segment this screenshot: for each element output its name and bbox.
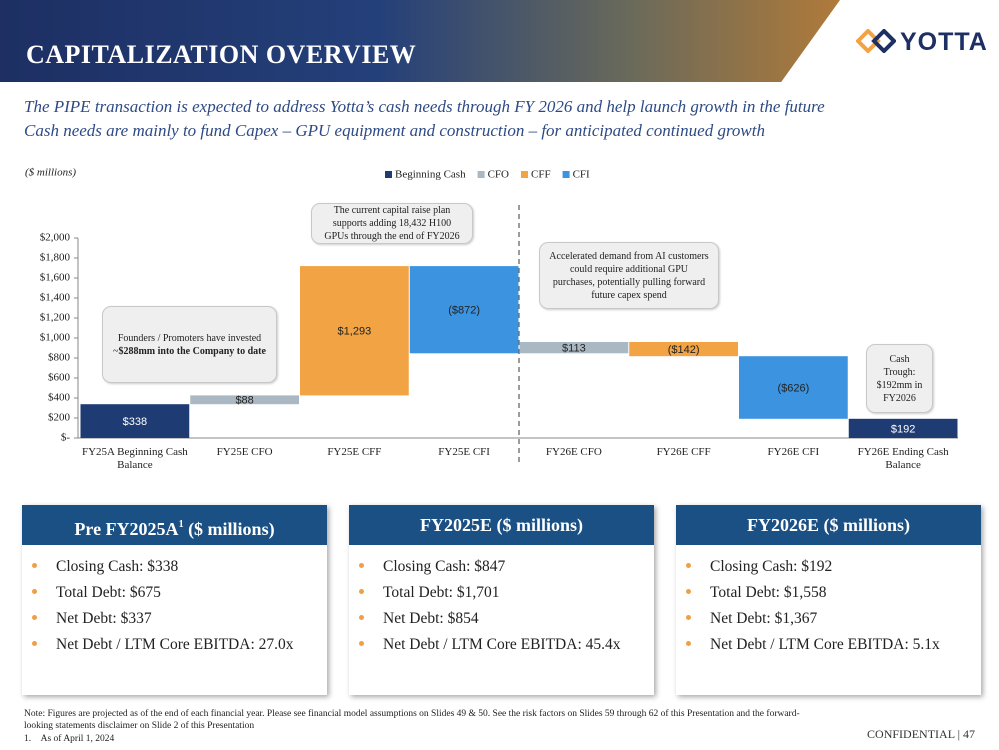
logo: YOTTA xyxy=(855,28,988,57)
x-tick-label: FY25A Beginning Cash Balance xyxy=(82,446,188,471)
data-label: $1,293 xyxy=(338,326,372,338)
subtitle: Cash needs are mainly to fund Capex – GP… xyxy=(24,121,765,140)
slide-title: CAPITALIZATION OVERVIEW xyxy=(26,40,417,69)
bar xyxy=(300,266,409,396)
summary-title-text: FY2025E ($ millions) xyxy=(419,515,583,535)
x-tick-label: FY26E CFF xyxy=(656,446,711,458)
y-tick-label: $1,200 xyxy=(40,312,71,324)
bar xyxy=(409,266,519,354)
footnote-text: As of April 1, 2024 xyxy=(40,734,115,744)
y-tick-label: $800 xyxy=(48,352,71,364)
annotation: Founders / Promoters have invested ~$288… xyxy=(102,306,277,383)
y-tick-label: $200 xyxy=(48,412,71,424)
y-tick-label: $2,000 xyxy=(40,232,71,244)
x-tick-label: FY26E Ending Cash Balance xyxy=(857,446,949,471)
y-tick-label: $1,400 xyxy=(40,292,71,304)
summary-title: FY2025E ($ millions) xyxy=(349,505,654,545)
annotation-text: Cash Trough: $192mm in FY2026 xyxy=(875,353,924,405)
footnote-text: Note: Figures are projected as of the en… xyxy=(24,709,800,731)
x-tick-label: FY25E CFI xyxy=(438,446,490,458)
summary-box: Pre FY2025A1 ($ millions) Closing Cash: $… xyxy=(22,505,327,695)
legend-swatch xyxy=(477,171,485,178)
logo-mark xyxy=(855,28,897,54)
legend-swatch xyxy=(385,171,392,178)
annotation-text: Founders / Promoters have invested ~ xyxy=(113,332,262,357)
bullet: Total Debt: $675 xyxy=(32,583,327,602)
bullet-list: Closing Cash: $338 Total Debt: $675 Net De… xyxy=(22,557,327,654)
footnote: 1. As of April 1, 2024 xyxy=(24,734,114,744)
footnote-number: 1. xyxy=(24,734,32,744)
bullet-list: Closing Cash: $192 Total Debt: $1,558 Net … xyxy=(676,557,981,654)
legend-label: CFO xyxy=(488,169,509,181)
summary-title: FY2026E ($ millions) xyxy=(676,505,981,545)
x-tick-label: FY26E CFI xyxy=(767,446,820,458)
annotation: Accelerated demand from AI customers cou… xyxy=(539,242,719,309)
data-label: $338 xyxy=(123,416,147,428)
bullet: Closing Cash: $847 xyxy=(359,557,654,576)
legend-label: CFI xyxy=(573,169,590,181)
x-tick-label: FY25E CFF xyxy=(327,446,382,458)
y-tick-label: $1,600 xyxy=(40,272,71,284)
bullet: Closing Cash: $192 xyxy=(686,557,981,576)
annotation-text: Accelerated demand from AI customers cou… xyxy=(548,250,710,302)
annotation-bold: $288mm into the Company to date xyxy=(118,345,266,357)
bar xyxy=(848,418,958,438)
y-tick-label: $1,800 xyxy=(40,252,71,264)
bullet: Net Debt / LTM Core EBITDA: 27.0x xyxy=(32,635,327,654)
y-tick-label: $400 xyxy=(48,392,71,404)
bullet: Total Debt: $1,558 xyxy=(686,583,981,602)
logo-text: YOTTA xyxy=(900,28,988,56)
footnote-ref: 1 xyxy=(178,519,184,530)
annotation-text: Accelerated demand from AI customers cou… xyxy=(549,250,709,301)
summary-title-text: Pre FY2025A xyxy=(74,519,179,539)
data-label: $88 xyxy=(235,395,253,407)
bullet: Total Debt: $1,701 xyxy=(359,583,654,602)
y-tick-label: $- xyxy=(61,432,71,444)
bar xyxy=(629,342,738,357)
bullet: Net Debt / LTM Core EBITDA: 45.4x xyxy=(359,635,654,654)
summary-title-text: FY2026E ($ millions) xyxy=(746,515,910,535)
data-label: ($142) xyxy=(668,344,700,356)
summary-title: Pre FY2025A1 ($ millions) xyxy=(22,505,327,545)
annotation-text: Cash Trough: $192mm in FY2026 xyxy=(876,353,923,404)
legend-label: Beginning Cash xyxy=(395,169,466,181)
legend-label: CFF xyxy=(531,169,551,181)
y-axis-label: ($ millions) xyxy=(25,167,76,179)
bar xyxy=(80,404,190,438)
annotation: The current capital raise plan supports … xyxy=(311,203,473,244)
bar xyxy=(739,356,848,419)
legend-swatch xyxy=(562,171,570,178)
annotation-text: Founders / Promoters have invested ~$288… xyxy=(111,332,268,358)
subtitle: The PIPE transaction is expected to addr… xyxy=(24,97,825,116)
summary-box: FY2026E ($ millions) Closing Cash: $192 To… xyxy=(676,505,981,695)
legend-swatch xyxy=(521,171,528,178)
bullet: Closing Cash: $338 xyxy=(32,557,327,576)
bullet: Net Debt: $337 xyxy=(32,609,327,628)
bullet: Net Debt: $854 xyxy=(359,609,654,628)
summary-title-suffix: ($ millions) xyxy=(183,519,275,539)
data-label: ($872) xyxy=(448,305,480,317)
annotation-text: The current capital raise plan supports … xyxy=(324,205,460,242)
data-label: $113 xyxy=(562,343,586,355)
bullet-list: Closing Cash: $847 Total Debt: $1,701 Net … xyxy=(349,557,654,654)
data-label: $192 xyxy=(891,423,915,435)
x-tick-label: FY26E CFO xyxy=(545,446,602,458)
banner xyxy=(0,0,840,82)
summary-box: FY2025E ($ millions) Closing Cash: $847 To… xyxy=(349,505,654,695)
y-tick-label: $600 xyxy=(48,372,71,384)
annotation: Cash Trough: $192mm in FY2026 xyxy=(866,344,933,413)
bar xyxy=(519,342,629,354)
bullet: Net Debt: $1,367 xyxy=(686,609,981,628)
data-label: ($626) xyxy=(777,382,809,394)
confidential: CONFIDENTIAL | 47 xyxy=(867,727,975,741)
x-tick-label: FY25E CFO xyxy=(216,446,273,458)
bar xyxy=(190,395,299,405)
annotation-text: The current capital raise plan supports … xyxy=(320,204,464,243)
y-tick-label: $1,000 xyxy=(40,332,71,344)
bullet: Net Debt / LTM Core EBITDA: 5.1x xyxy=(686,635,981,654)
chart: ($ millions) $- $200 $400 $600 $800 $1,000 $1,… xyxy=(25,167,958,462)
